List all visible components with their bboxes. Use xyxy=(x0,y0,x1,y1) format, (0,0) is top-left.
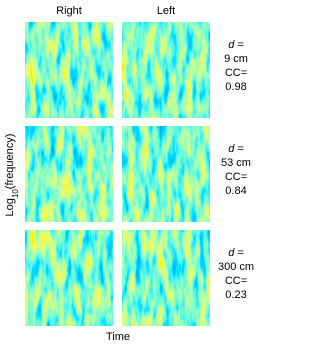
cc-label: CC= xyxy=(225,171,247,183)
spectrogram xyxy=(122,230,210,326)
x-axis-label: Time xyxy=(106,331,130,343)
equals-sign: = xyxy=(237,39,243,51)
distance-value: 300 cm xyxy=(218,261,254,273)
equals-sign: = xyxy=(237,143,243,155)
cc-label: CC= xyxy=(225,67,247,79)
distance-symbol: d xyxy=(228,247,235,259)
distance-symbol: d xyxy=(228,39,235,51)
figure: Log10(frequency) Time Right Left d = 9 cm CC… xyxy=(4,5,254,343)
column-label: Right xyxy=(56,5,82,17)
spectrogram xyxy=(25,22,113,118)
cc-value: 0.84 xyxy=(225,185,246,197)
distance-symbol: d xyxy=(228,143,235,155)
equals-sign: = xyxy=(237,247,243,259)
spectrogram xyxy=(25,126,113,222)
cc-label: CC= xyxy=(225,275,247,287)
spectrogram xyxy=(25,230,113,326)
y-axis-label: Log10(frequency) xyxy=(4,134,20,217)
column-label: Left xyxy=(157,5,175,17)
distance-label: d = xyxy=(228,247,244,259)
distance-label: d = xyxy=(228,39,244,51)
distance-value: 9 cm xyxy=(224,53,248,65)
spectrogram-panels xyxy=(25,22,210,326)
cc-value: 0.98 xyxy=(225,81,246,93)
spectrogram xyxy=(122,126,210,222)
spectrogram xyxy=(122,22,210,118)
distance-label: d = xyxy=(228,143,244,155)
distance-value: 53 cm xyxy=(221,157,251,169)
cc-value: 0.23 xyxy=(225,289,246,301)
